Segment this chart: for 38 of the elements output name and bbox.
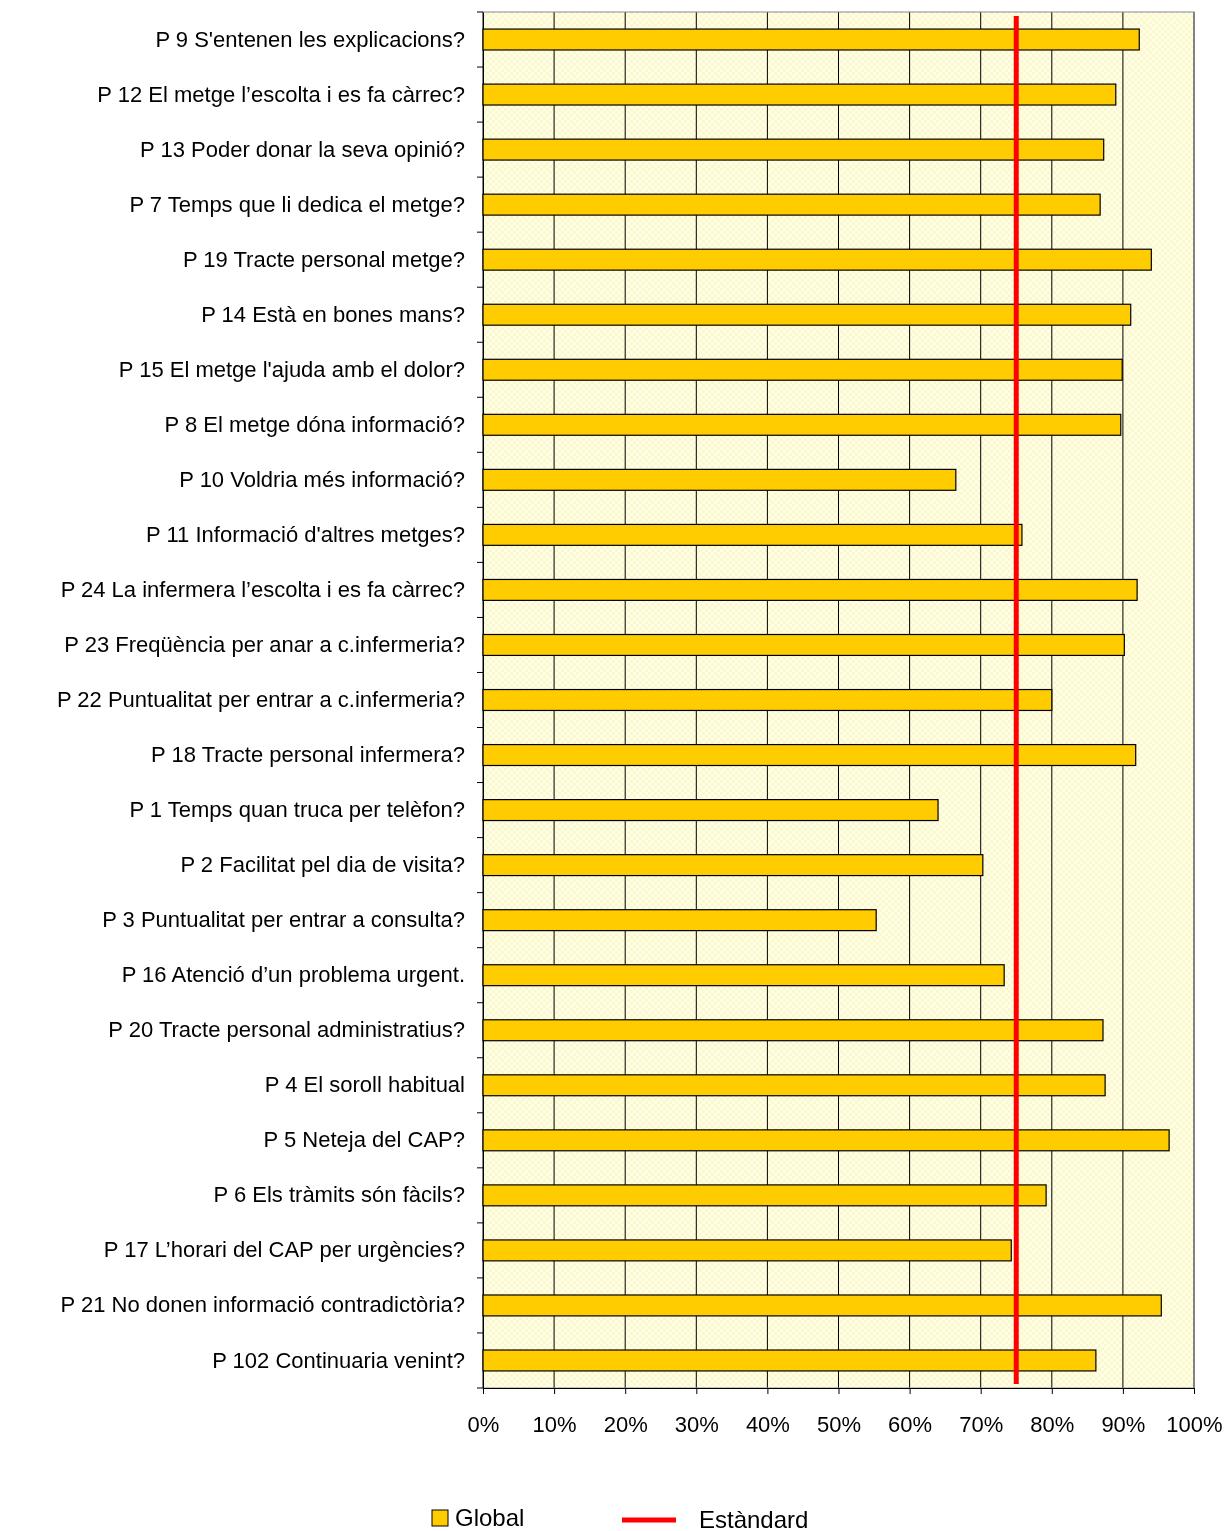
y-tick-label: P 24 La infermera l’escolta i es fa càrrec? <box>60 576 465 602</box>
y-tick-label: P 16 Atenció d’un problema urgent. <box>121 962 465 988</box>
y-tick-label: P 102 Continuaria venint? <box>212 1347 465 1373</box>
legend-label: Global <box>455 1504 525 1531</box>
x-tick-label: 60% <box>888 1412 933 1438</box>
y-tick-label: P 8 El metge dóna informació? <box>164 411 465 437</box>
y-tick-label: P 21 No donen informació contradictòria? <box>60 1292 465 1318</box>
y-tick-label: P 3 Puntualitat per entrar a consulta? <box>102 907 465 933</box>
y-tick-label: P 17 L’horari del CAP per urgències? <box>103 1237 465 1263</box>
x-tick-label: 20% <box>603 1412 648 1438</box>
x-tick-label: 0% <box>467 1412 500 1438</box>
y-tick-label: P 12 El metge l’escolta i es fa càrrec? <box>97 81 465 107</box>
y-tick-label: P 1 Temps quan truca per telèfon? <box>129 797 465 823</box>
x-tick-label: 40% <box>745 1412 790 1438</box>
legend-label: Estàndard <box>699 1506 809 1531</box>
y-tick-label: P 23 Freqüència per anar a c.infermeria? <box>64 632 465 657</box>
x-tick-label: 30% <box>674 1412 719 1438</box>
y-tick-label: P 10 Voldria més informació? <box>179 466 465 492</box>
y-tick-label: P 4 El soroll habitual <box>264 1072 465 1098</box>
x-tick-label: 100% <box>1166 1412 1223 1438</box>
x-tick-label: 70% <box>959 1412 1004 1438</box>
x-tick-label: 50% <box>816 1412 862 1438</box>
y-tick-label: P 2 Facilitat pel dia de visita? <box>180 852 465 878</box>
y-tick-label: P 11 Informació d'altres metges? <box>146 521 465 547</box>
y-tick-label: P 9 S'entenen les explicacions? <box>155 26 465 52</box>
x-tick-label: 10% <box>532 1412 577 1438</box>
y-tick-label: P 19 Tracte personal metge? <box>182 246 465 272</box>
x-tick-label: 90% <box>1101 1412 1146 1438</box>
y-tick-label: P 6 Els tràmits són fàcils? <box>213 1182 465 1208</box>
y-tick-label: P 20 Tracte personal administratius? <box>108 1017 465 1043</box>
x-tick-label: 80% <box>1030 1412 1075 1438</box>
y-tick-label: P 15 El metge l'ajuda amb el dolor? <box>118 356 465 382</box>
y-tick-label: P 14 Està en bones mans? <box>201 301 465 327</box>
y-tick-label: P 7 Temps que li dedica el metge? <box>129 191 465 217</box>
y-tick-label: P 22 Puntualitat per entrar a c.infermeria? <box>56 687 465 713</box>
y-tick-label: P 13 Poder donar la seva opinió? <box>140 136 465 162</box>
y-tick-label: P 18 Tracte personal infermera? <box>151 742 465 768</box>
y-tick-label: P 5 Neteja del CAP? <box>263 1127 465 1153</box>
